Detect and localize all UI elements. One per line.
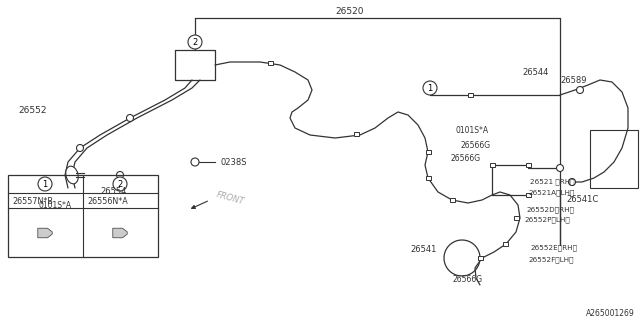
Text: 26541C: 26541C [566, 196, 598, 204]
Text: A265001269: A265001269 [586, 308, 635, 317]
Text: 0238S: 0238S [220, 157, 246, 166]
Bar [449, 198, 454, 202]
Polygon shape [38, 228, 52, 238]
Bar [525, 193, 531, 197]
Text: FRONT: FRONT [215, 190, 245, 206]
Text: 26552E〈RH〉: 26552E〈RH〉 [530, 245, 577, 251]
Bar [268, 61, 273, 65]
Bar [502, 242, 508, 246]
Circle shape [127, 115, 134, 122]
Bar [426, 176, 431, 180]
Bar [353, 132, 358, 136]
Circle shape [423, 81, 437, 95]
Bar [590, 130, 638, 188]
Circle shape [577, 86, 584, 93]
Bar [426, 150, 431, 154]
Polygon shape [113, 228, 127, 238]
Circle shape [191, 158, 199, 166]
Circle shape [568, 179, 575, 186]
Bar [467, 93, 472, 97]
Circle shape [38, 177, 52, 191]
Ellipse shape [66, 166, 78, 184]
Text: 26554: 26554 [100, 188, 126, 196]
Text: 2: 2 [193, 37, 198, 46]
Text: 1: 1 [42, 180, 47, 188]
Text: 26552F〈LH〉: 26552F〈LH〉 [528, 257, 573, 263]
Text: 26566G: 26566G [460, 140, 490, 149]
Text: 26552D〈RH〉: 26552D〈RH〉 [526, 207, 574, 213]
Bar [490, 163, 495, 167]
Text: 26541: 26541 [410, 245, 436, 254]
Bar [8, 175, 158, 257]
Circle shape [188, 35, 202, 49]
Text: 26589: 26589 [560, 76, 586, 84]
Text: 26566G: 26566G [452, 276, 482, 284]
Text: 26552P〈LH〉: 26552P〈LH〉 [524, 217, 570, 223]
Circle shape [557, 164, 563, 172]
Text: 1: 1 [428, 84, 433, 92]
Text: 26556N*A: 26556N*A [87, 196, 128, 205]
Text: 0101S*A: 0101S*A [455, 125, 488, 134]
Text: 26544: 26544 [522, 68, 548, 76]
Text: 2: 2 [117, 180, 123, 188]
Bar [525, 163, 531, 167]
Bar [513, 216, 518, 220]
Text: 26557N*B: 26557N*B [12, 196, 53, 205]
Circle shape [77, 145, 83, 151]
Bar [477, 256, 483, 260]
Circle shape [116, 172, 124, 179]
Text: 26520: 26520 [336, 6, 364, 15]
Text: 0101S*A: 0101S*A [38, 201, 71, 210]
Text: 26521A〈LH〉: 26521A〈LH〉 [528, 190, 574, 196]
Circle shape [113, 177, 127, 191]
Text: 26521 〈RH〉: 26521 〈RH〉 [530, 179, 575, 185]
Text: 26566G: 26566G [450, 154, 480, 163]
Text: 26552: 26552 [18, 106, 47, 115]
